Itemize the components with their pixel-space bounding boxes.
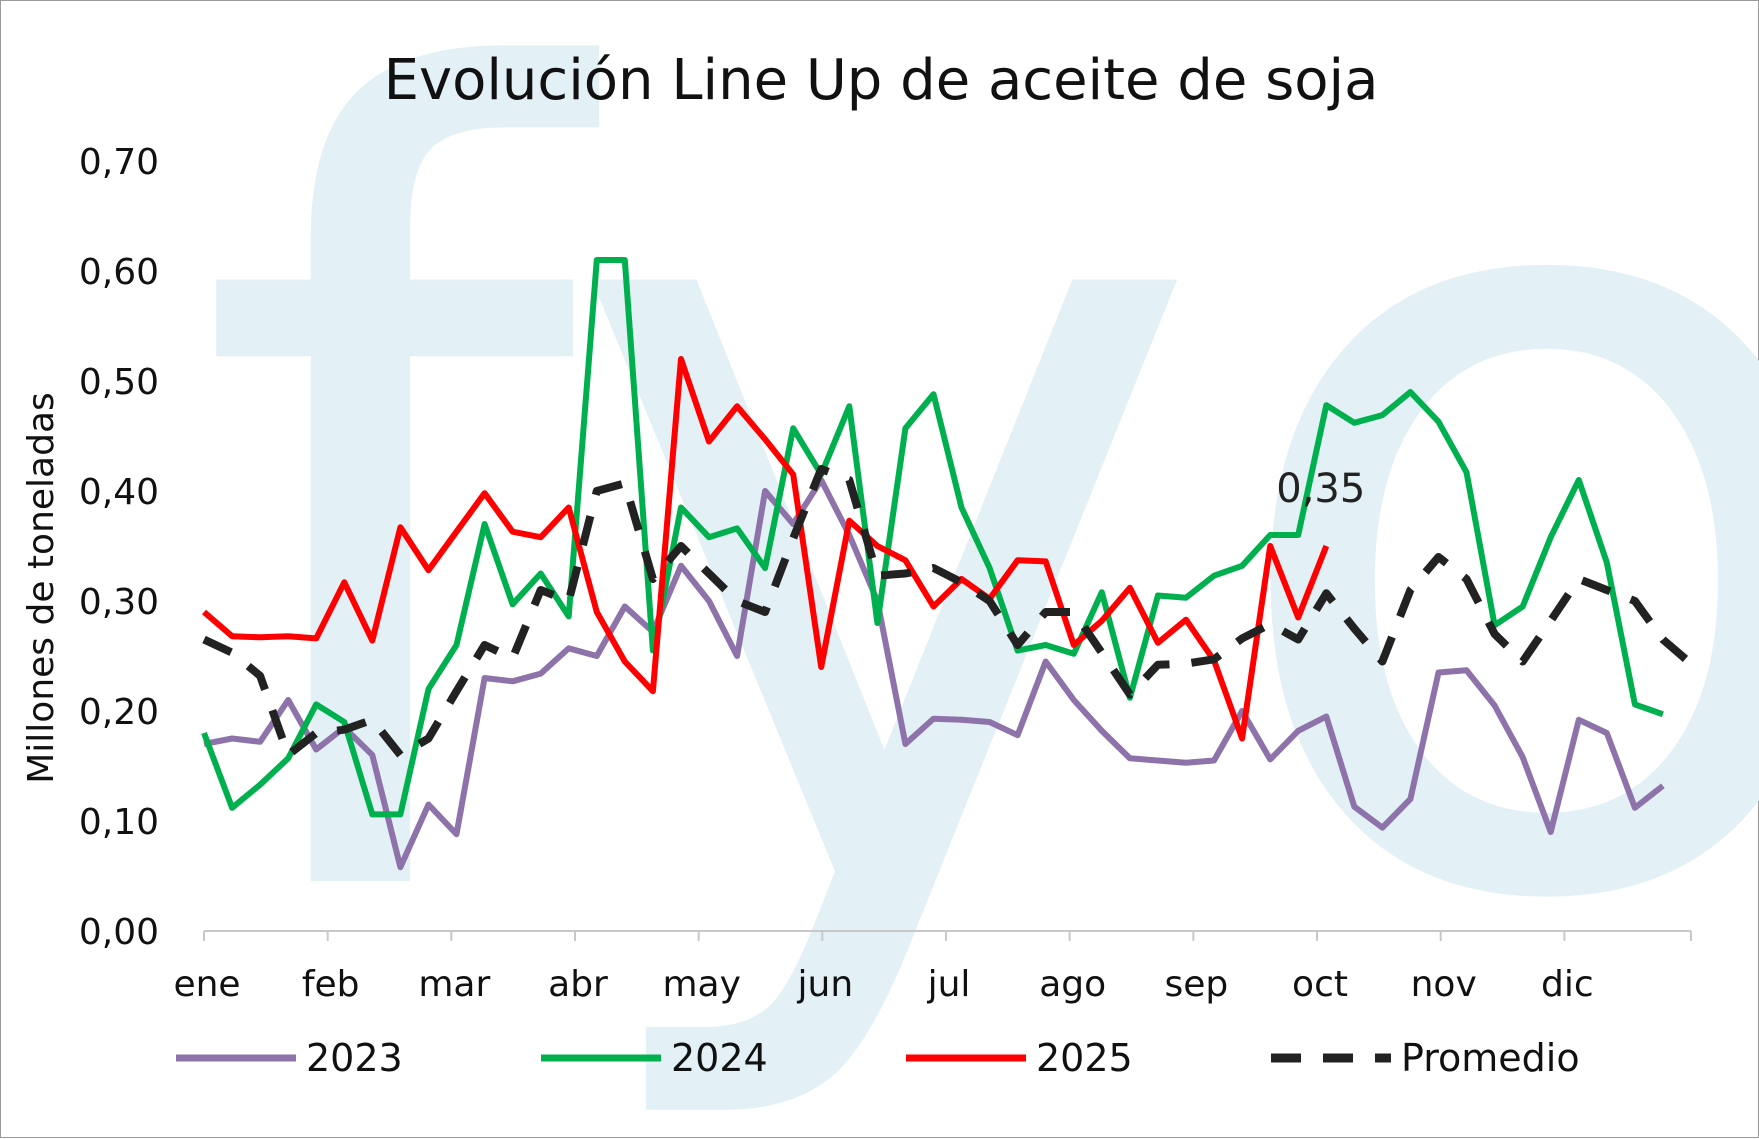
watermark-text: fyo	[191, 1, 1759, 1139]
x-tick-label: oct	[1292, 964, 1348, 1005]
y-tick-label: 0,40	[79, 472, 159, 513]
y-tick-label: 0,60	[79, 252, 159, 293]
legend: 2023 2024 2025 Promedio	[176, 1036, 1580, 1080]
chart-title: Evolución Line Up de aceite de soja	[384, 48, 1379, 113]
x-tick-label: nov	[1411, 964, 1477, 1005]
legend-label-2023: 2023	[306, 1036, 403, 1080]
y-tick-label: 0,30	[79, 582, 159, 623]
x-axis: ene feb mar abr may jun jul ago sep oct nov dic	[173, 930, 1692, 1005]
y-tick-label: 0,00	[79, 912, 159, 953]
x-tick-label: sep	[1164, 964, 1228, 1005]
y-axis-label: Millones de toneladas	[21, 392, 62, 784]
annotation-label: 0,35	[1276, 466, 1365, 512]
legend-label-promedio: Promedio	[1401, 1036, 1580, 1080]
series-line-promedio	[202, 465, 1694, 759]
x-tick-label: feb	[302, 964, 360, 1005]
y-tick-label: 0,70	[79, 142, 159, 183]
series-line-2023	[203, 477, 1665, 871]
legend-label-2024: 2024	[671, 1036, 768, 1080]
x-tick-label: abr	[548, 964, 608, 1005]
x-tick-label: jun	[797, 964, 854, 1005]
y-tick-label: 0,10	[79, 802, 159, 843]
x-tick-label: mar	[418, 964, 490, 1005]
x-tick-label: may	[662, 964, 740, 1005]
y-tick-label: 0,50	[79, 362, 159, 403]
series-lines	[201, 257, 1694, 871]
legend-label-2025: 2025	[1036, 1036, 1133, 1080]
series-line-2024	[201, 257, 1664, 818]
series-line-2025	[202, 356, 1330, 742]
x-tick-label: ene	[173, 964, 240, 1005]
y-tick-label: 0,20	[79, 692, 159, 733]
y-axis-ticks: 0,00 0,10 0,20 0,30 0,40 0,50 0,60 0,70	[79, 142, 159, 953]
x-tick-label: jul	[927, 964, 971, 1005]
x-tick-label: dic	[1541, 964, 1594, 1005]
x-tick-label: ago	[1039, 964, 1106, 1005]
